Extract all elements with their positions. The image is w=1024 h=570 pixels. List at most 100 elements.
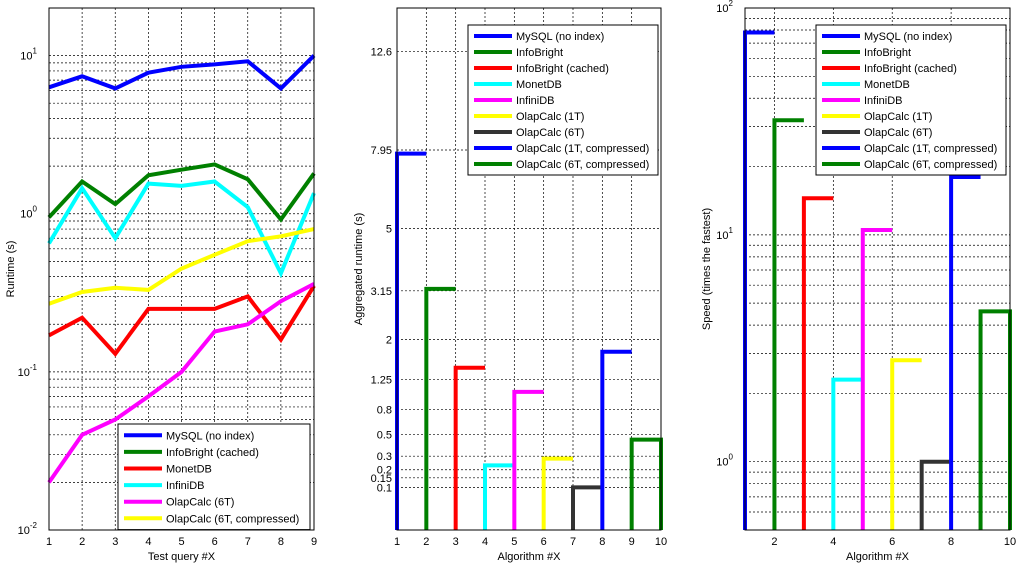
legend-label: OlapCalc (6T, compressed)	[166, 513, 299, 525]
x-tick-label: 8	[599, 536, 605, 548]
series-line-2	[48, 284, 316, 357]
y-tick-label: 101	[716, 226, 733, 242]
x-tick-label: 7	[570, 536, 576, 548]
x-tick-label: 6	[212, 536, 218, 548]
legend-label: InfiniDB	[516, 95, 555, 107]
x-tick-label: 2	[771, 536, 777, 548]
tick-exponent: 1	[33, 47, 38, 56]
y-tick-label: 0.8	[377, 404, 392, 416]
step-bar-2	[801, 196, 834, 530]
tick-exponent: 0	[729, 453, 734, 462]
legend-label: OlapCalc (1T)	[864, 111, 932, 123]
tick-base: 10	[716, 457, 728, 469]
step-bar-1	[424, 286, 456, 530]
legend-label: MonetDB	[864, 79, 910, 91]
step-bar-4	[860, 228, 893, 530]
legend-label: InfoBright (cached)	[516, 63, 609, 75]
x-tick-label: 8	[278, 536, 284, 548]
y-tick-label: 0.3	[377, 451, 392, 463]
y-tick-label: 10-1	[18, 363, 38, 379]
tick-base: 10	[716, 3, 728, 15]
y-axis-label: Runtime (s)	[5, 241, 17, 298]
tick-base: 10	[716, 230, 728, 242]
step-bar-3	[483, 463, 515, 530]
legend-label: InfoBright	[864, 47, 911, 59]
x-tick-label: 6	[889, 536, 895, 548]
series-line-4	[47, 282, 315, 484]
legend-label: InfoBright	[516, 47, 563, 59]
y-tick-label: 102	[716, 0, 733, 15]
x-axis-label: Test query #X	[148, 551, 216, 563]
x-tick-label: 4	[830, 536, 836, 548]
legend-label: OlapCalc (6T, compressed)	[516, 159, 649, 171]
step-bar-7	[600, 349, 632, 530]
y-axis-label: Aggregated runtime (s)	[353, 213, 365, 326]
legend-label: OlapCalc (6T)	[516, 127, 584, 139]
legend-label: OlapCalc (6T, compressed)	[864, 159, 997, 171]
y-axis-label: Speed (times the fastest)	[701, 208, 713, 330]
legend-label: MySQL (no index)	[864, 31, 952, 43]
y-tick-label: 3.15	[371, 286, 392, 298]
tick-base: 10	[18, 367, 30, 379]
y-tick-label: 12.6	[371, 47, 392, 59]
x-tick-label: 7	[245, 536, 251, 548]
x-tick-label: 2	[423, 536, 429, 548]
step-bar-5	[890, 358, 922, 530]
x-tick-label: 6	[541, 536, 547, 548]
step-bar-7	[949, 174, 981, 530]
legend-box	[117, 423, 311, 531]
tick-base: 10	[20, 209, 32, 221]
x-tick-label: 1	[46, 536, 52, 548]
tick-base: 10	[20, 51, 32, 63]
legend-label: InfoBright (cached)	[166, 447, 259, 459]
step-bar-1	[772, 118, 804, 530]
legend-label: InfiniDB	[166, 480, 205, 492]
y-tick-label: 7.95	[371, 145, 392, 157]
x-tick-label: 9	[311, 536, 317, 548]
tick-exponent: 1	[729, 226, 734, 235]
legend-label: OlapCalc (1T)	[516, 111, 584, 123]
x-tick-label: 5	[511, 536, 517, 548]
y-tick-label: 10-2	[18, 521, 38, 537]
y-tick-label: 1.25	[371, 374, 392, 386]
x-tick-label: 1	[394, 536, 400, 548]
tick-exponent: 2	[729, 0, 734, 8]
plot-frame	[744, 7, 1011, 531]
legend-label: OlapCalc (6T)	[864, 127, 932, 139]
series-line-3	[47, 179, 316, 279]
legend: MySQL (no index) InfoBright (cached) Monet…	[117, 423, 311, 531]
y-tick-label: 2	[386, 334, 392, 346]
x-tick-label: 3	[453, 536, 459, 548]
x-tick-label: 10	[1004, 536, 1016, 548]
legend-label: OlapCalc (6T)	[166, 497, 234, 509]
legend-label: MySQL (no index)	[516, 31, 604, 43]
y-tick-label: 0.5	[377, 430, 392, 442]
x-axis-label: Algorithm #X	[498, 551, 562, 563]
step-bar-4	[512, 389, 544, 530]
legend-label: OlapCalc (1T, compressed)	[516, 143, 649, 155]
series-line-1	[47, 162, 316, 223]
x-tick-label: 8	[948, 536, 954, 548]
legend-label: InfoBright (cached)	[864, 63, 957, 75]
y-tick-label: 5	[386, 224, 392, 236]
step-bar-6	[571, 485, 603, 530]
y-tick-label: 0.15	[371, 473, 392, 485]
data-marks	[47, 54, 316, 484]
x-axis-label: Algorithm #X	[846, 551, 910, 563]
legend: MySQL (no index) InfoBright InfoBright (ca…	[815, 24, 1007, 176]
legend-label: MonetDB	[516, 79, 562, 91]
x-tick-label: 2	[79, 536, 85, 548]
legend-label: MySQL (no index)	[166, 430, 254, 442]
step-bar-5	[541, 456, 573, 530]
tick-base: 10	[18, 525, 30, 537]
tick-exponent: -2	[30, 521, 38, 530]
aggregated-runtime-chart: 1 2 3 4 5 6 7 8 9 10 0.10.150.2 0.3 0.5 0.8 1.25 2 3.15 5…	[353, 7, 667, 563]
tick-exponent: -1	[30, 363, 38, 372]
y-tick-label: 101	[20, 47, 37, 63]
tick-exponent: 0	[33, 205, 38, 214]
series-line-5	[48, 227, 315, 306]
step-bar-3	[831, 377, 863, 530]
